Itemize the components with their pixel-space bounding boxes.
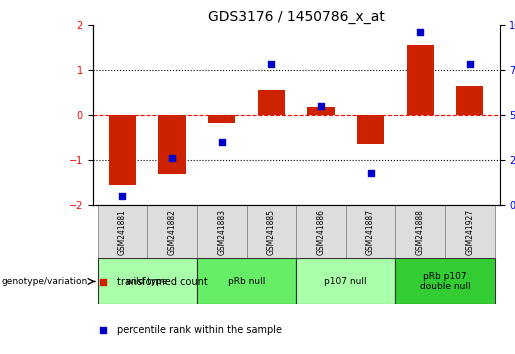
Bar xyxy=(98,258,197,304)
Bar xyxy=(396,258,494,304)
Text: GSM241887: GSM241887 xyxy=(366,209,375,255)
Point xyxy=(217,139,226,145)
Bar xyxy=(456,86,484,115)
Point xyxy=(317,103,325,109)
Point xyxy=(416,29,424,35)
Text: GSM241927: GSM241927 xyxy=(465,209,474,255)
Point xyxy=(99,280,107,285)
Bar xyxy=(396,205,445,258)
Text: p107 null: p107 null xyxy=(324,277,367,286)
Text: pRb p107
double null: pRb p107 double null xyxy=(420,272,470,291)
Title: GDS3176 / 1450786_x_at: GDS3176 / 1450786_x_at xyxy=(208,10,385,24)
Bar xyxy=(98,205,147,258)
Bar xyxy=(258,90,285,115)
Bar xyxy=(296,258,396,304)
Text: percentile rank within the sample: percentile rank within the sample xyxy=(117,325,282,335)
Text: GSM241881: GSM241881 xyxy=(118,209,127,255)
Bar xyxy=(406,45,434,115)
Bar xyxy=(197,205,247,258)
Text: GSM241885: GSM241885 xyxy=(267,209,276,255)
Text: GSM241882: GSM241882 xyxy=(167,209,177,255)
Bar xyxy=(208,115,235,123)
Text: GSM241888: GSM241888 xyxy=(416,209,425,255)
Point xyxy=(99,327,107,333)
Bar xyxy=(197,258,296,304)
Text: wild type: wild type xyxy=(127,277,168,286)
Bar xyxy=(159,115,186,174)
Point xyxy=(267,62,276,67)
Point xyxy=(466,62,474,67)
Bar xyxy=(357,115,384,144)
Bar xyxy=(346,205,396,258)
Text: genotype/variation: genotype/variation xyxy=(2,277,88,286)
Text: transformed count: transformed count xyxy=(117,277,208,287)
Text: pRb null: pRb null xyxy=(228,277,265,286)
Point xyxy=(168,155,176,161)
Point xyxy=(118,193,127,199)
Point xyxy=(367,170,375,176)
Bar xyxy=(445,205,494,258)
Bar xyxy=(109,115,136,185)
Text: GSM241886: GSM241886 xyxy=(316,209,325,255)
Text: GSM241883: GSM241883 xyxy=(217,209,226,255)
Bar xyxy=(296,205,346,258)
Bar xyxy=(147,205,197,258)
Bar xyxy=(307,107,335,115)
Bar xyxy=(247,205,296,258)
